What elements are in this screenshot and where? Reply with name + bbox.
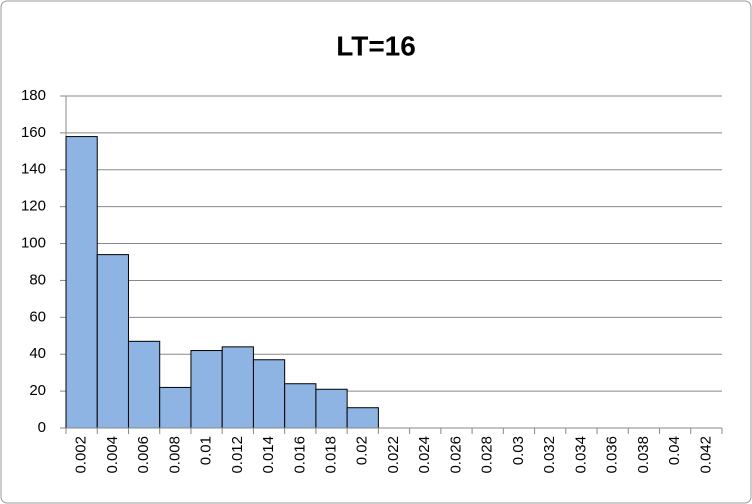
bar <box>346 407 379 429</box>
bar <box>65 136 98 429</box>
bar <box>221 346 254 429</box>
bar <box>127 340 161 429</box>
y-tick-label: 180 <box>21 87 46 104</box>
x-tick-label: 0.008 <box>166 436 183 474</box>
x-tick-label: 0.026 <box>447 436 464 474</box>
bar <box>159 386 192 429</box>
y-tick-label: 160 <box>21 124 46 141</box>
y-tick-label: 20 <box>29 382 46 399</box>
x-tick-label: 0.04 <box>666 436 683 465</box>
x-tick-label: 0.018 <box>322 436 339 474</box>
x-tick-label: 0.022 <box>385 436 402 474</box>
y-tick-label: 80 <box>29 271 46 288</box>
x-tick-label: 0.014 <box>260 436 277 474</box>
bar <box>284 383 317 429</box>
bar <box>96 254 129 429</box>
y-tick-label: 140 <box>21 161 46 178</box>
x-tick-label: 0.032 <box>541 436 558 474</box>
x-tick-label: 0.034 <box>572 436 589 474</box>
x-tick-label: 0.02 <box>354 436 371 465</box>
bar <box>252 359 286 429</box>
x-tick-label: 0.028 <box>479 436 496 474</box>
y-tick-label: 120 <box>21 198 46 215</box>
x-tick-label: 0.004 <box>104 436 121 474</box>
y-tick-label: 0 <box>38 419 46 436</box>
bar <box>190 350 223 429</box>
chart-title: LT=16 <box>336 30 416 61</box>
x-tick-label: 0.024 <box>416 436 433 474</box>
x-tick-label: 0.03 <box>510 436 527 465</box>
y-tick-label: 60 <box>29 308 46 325</box>
x-tick-label: 0.036 <box>604 436 621 474</box>
y-tick-label: 100 <box>21 235 46 252</box>
y-tick-label: 40 <box>29 345 46 362</box>
x-tick-label: 0.038 <box>635 436 652 474</box>
x-tick-label: 0.002 <box>73 436 90 474</box>
x-tick-label: 0.042 <box>697 436 714 474</box>
x-tick-label: 0.006 <box>135 436 152 474</box>
x-tick-label: 0.016 <box>291 436 308 474</box>
x-tick-label: 0.012 <box>229 436 246 474</box>
x-tick-label: 0.01 <box>198 436 215 465</box>
bar <box>315 388 348 429</box>
